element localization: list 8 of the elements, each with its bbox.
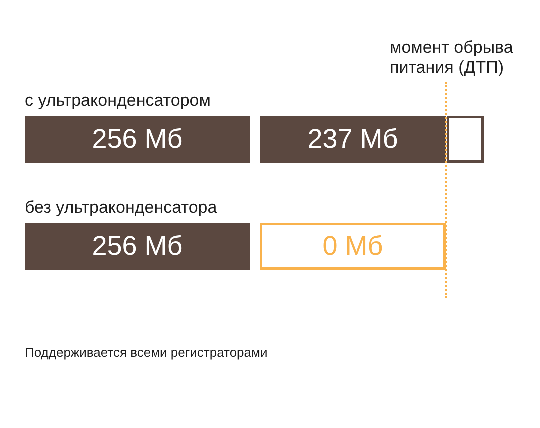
text: момент обрыва питания (ДТП) <box>390 38 514 77</box>
text: Поддерживается всеми регистраторами <box>25 345 268 360</box>
data-label: 256 Мб <box>92 230 183 261</box>
data-label: 237 Мб <box>308 124 398 154</box>
data-label: 0 Мб <box>322 230 384 261</box>
category-label: без ультраконденсатора <box>25 198 218 217</box>
data-label: 256 Мб <box>92 124 183 154</box>
category-label: с ультраконденсатором <box>25 91 211 110</box>
